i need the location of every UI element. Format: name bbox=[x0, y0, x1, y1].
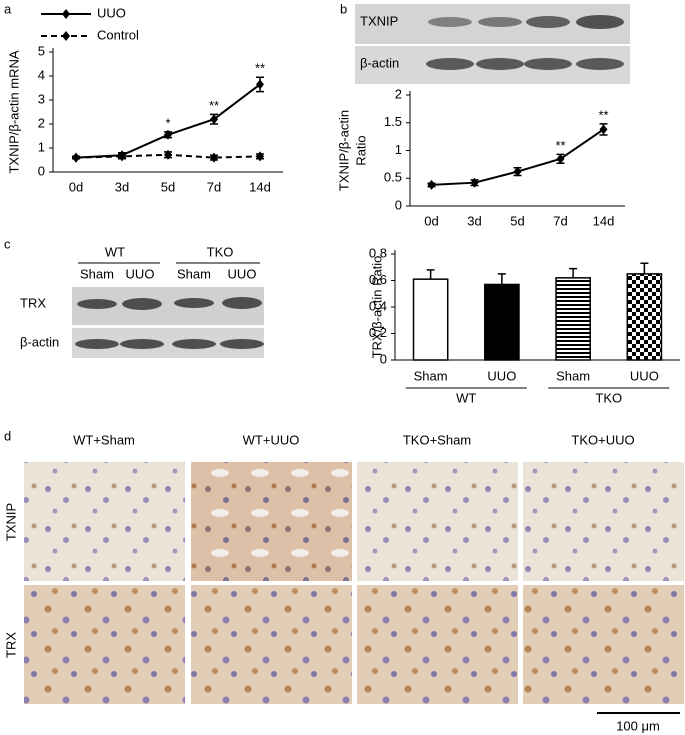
panel-label: b bbox=[340, 1, 347, 16]
x-tick-label: 5d bbox=[161, 179, 175, 194]
bar bbox=[626, 273, 663, 361]
histology-grid: WT+Sham WT+UUO TKO+Sham TKO+UUO TXNIP TRX bbox=[3, 432, 684, 704]
lane-label: Sham bbox=[177, 266, 211, 281]
y-tick-label: 2 bbox=[395, 86, 402, 101]
marker bbox=[256, 79, 264, 90]
blot-label: TXNIP bbox=[360, 13, 398, 28]
bar bbox=[555, 277, 591, 361]
significance: ** bbox=[209, 98, 219, 113]
y-tick-label: 2 bbox=[38, 115, 45, 130]
marker bbox=[556, 153, 565, 164]
blot-group: TKO bbox=[207, 244, 234, 259]
x-tick-label: 0d bbox=[69, 179, 83, 194]
panel-label: c bbox=[4, 236, 11, 251]
x-tick-label: 3d bbox=[115, 179, 129, 194]
y-tick-label: 0.4 bbox=[369, 298, 387, 313]
y-axis-label: TRX/β-actin Ratio bbox=[369, 256, 384, 359]
row-label: TXNIP bbox=[3, 503, 18, 541]
column-label: WT+Sham bbox=[73, 432, 135, 447]
legend-marker bbox=[62, 9, 70, 19]
lane-label: UUO bbox=[126, 266, 155, 281]
y-tick-label: 0.8 bbox=[369, 245, 387, 260]
significance: ** bbox=[255, 61, 265, 76]
error-bar bbox=[497, 273, 506, 285]
panel-label: a bbox=[4, 1, 12, 16]
significance: * bbox=[165, 115, 170, 130]
blot-label: β-actin bbox=[360, 55, 399, 70]
y-tick-label: 4 bbox=[38, 67, 45, 82]
micrograph bbox=[24, 462, 185, 581]
group-label: WT bbox=[456, 390, 476, 405]
blot-group: WT bbox=[105, 244, 125, 259]
lane-label: Sham bbox=[80, 266, 114, 281]
significance: ** bbox=[555, 138, 565, 153]
y-tick-label: 0 bbox=[395, 197, 402, 212]
error-bar bbox=[569, 267, 578, 278]
y-tick-label: 5 bbox=[38, 43, 45, 58]
error-bar bbox=[426, 269, 435, 280]
micrograph bbox=[24, 585, 185, 704]
marker bbox=[164, 149, 172, 160]
micrograph bbox=[523, 585, 684, 704]
significance: ** bbox=[598, 107, 608, 122]
legend-marker bbox=[62, 31, 70, 41]
y-tick-label: 0 bbox=[380, 351, 387, 366]
lane-label: UUO bbox=[228, 266, 257, 281]
marker bbox=[210, 152, 218, 163]
y-tick-label: 1 bbox=[38, 139, 45, 154]
x-tick-label: 14d bbox=[249, 179, 271, 194]
y-tick-label: 1.5 bbox=[384, 114, 402, 129]
x-tick-label: UUO bbox=[630, 368, 659, 383]
y-axis-label: Ratio bbox=[353, 135, 368, 165]
legend-label: UUO bbox=[97, 5, 126, 20]
y-axis-label: TXNIP/β-actin mRNA bbox=[6, 50, 21, 173]
x-tick-label: Sham bbox=[556, 368, 590, 383]
y-tick-label: 0.5 bbox=[384, 170, 402, 185]
marker bbox=[599, 124, 608, 135]
y-tick-label: 1 bbox=[395, 142, 402, 157]
blot-label: TRX bbox=[20, 295, 46, 310]
scale-bar-label: 100 μm bbox=[616, 718, 660, 733]
x-tick-label: Sham bbox=[414, 368, 448, 383]
x-tick-label: 3d bbox=[467, 213, 481, 228]
marker bbox=[470, 177, 479, 188]
error-bar bbox=[640, 262, 649, 274]
row-label: TRX bbox=[3, 632, 18, 658]
bar bbox=[484, 283, 520, 361]
marker bbox=[427, 179, 436, 190]
legend-label: Control bbox=[97, 27, 139, 42]
y-tick-label: 3 bbox=[38, 91, 45, 106]
bar bbox=[412, 278, 449, 361]
marker bbox=[118, 151, 126, 162]
y-tick-label: 0 bbox=[38, 163, 45, 178]
x-tick-label: 7d bbox=[553, 213, 567, 228]
panel-label: d bbox=[4, 428, 11, 443]
x-tick-label: 14d bbox=[593, 213, 615, 228]
column-label: TKO+UUO bbox=[571, 432, 634, 447]
micrograph bbox=[191, 585, 352, 704]
group-label: TKO bbox=[595, 390, 622, 405]
micrograph bbox=[357, 462, 518, 581]
micrograph bbox=[191, 462, 352, 581]
marker bbox=[210, 114, 218, 125]
x-tick-label: 0d bbox=[424, 213, 438, 228]
marker bbox=[513, 166, 522, 177]
blot-bands bbox=[75, 297, 264, 349]
y-tick-label: 0.6 bbox=[369, 272, 387, 287]
x-tick-label: 5d bbox=[510, 213, 524, 228]
x-tick-label: UUO bbox=[487, 368, 516, 383]
marker bbox=[72, 152, 80, 163]
micrograph bbox=[357, 585, 518, 704]
micrograph bbox=[523, 462, 684, 581]
column-label: TKO+Sham bbox=[403, 432, 471, 447]
marker bbox=[256, 151, 264, 162]
y-axis-label: TXNIP/β-actin bbox=[336, 110, 351, 191]
marker bbox=[164, 129, 172, 140]
blot-bands bbox=[426, 15, 624, 70]
x-tick-label: 7d bbox=[207, 179, 221, 194]
column-label: WT+UUO bbox=[243, 432, 300, 447]
blot-label: β-actin bbox=[20, 334, 59, 349]
y-tick-label: 0.2 bbox=[369, 325, 387, 340]
